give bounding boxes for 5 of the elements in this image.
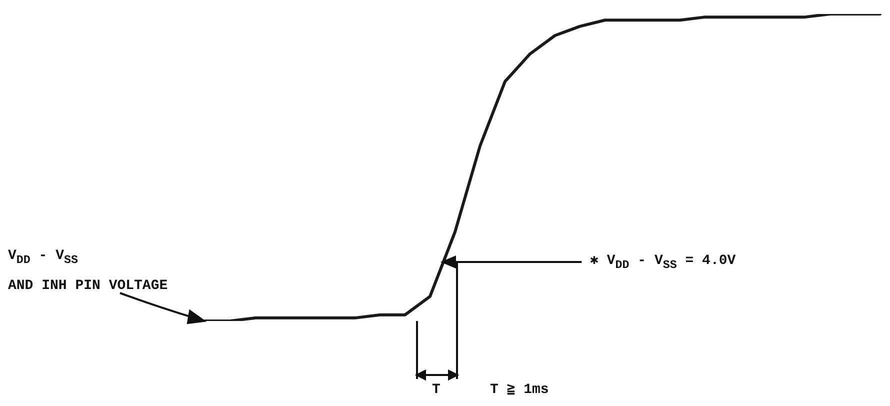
text: T [432, 382, 440, 398]
text: V$_{DD}$ - V$_{SS}$ [8, 248, 78, 268]
text: AND INH PIN VOLTAGE [8, 278, 168, 294]
text: T ≧ 1ms [490, 382, 549, 398]
annotation: ✱ V$_{DD}$ - V$_{SS}$ = 4.0V [590, 253, 736, 273]
